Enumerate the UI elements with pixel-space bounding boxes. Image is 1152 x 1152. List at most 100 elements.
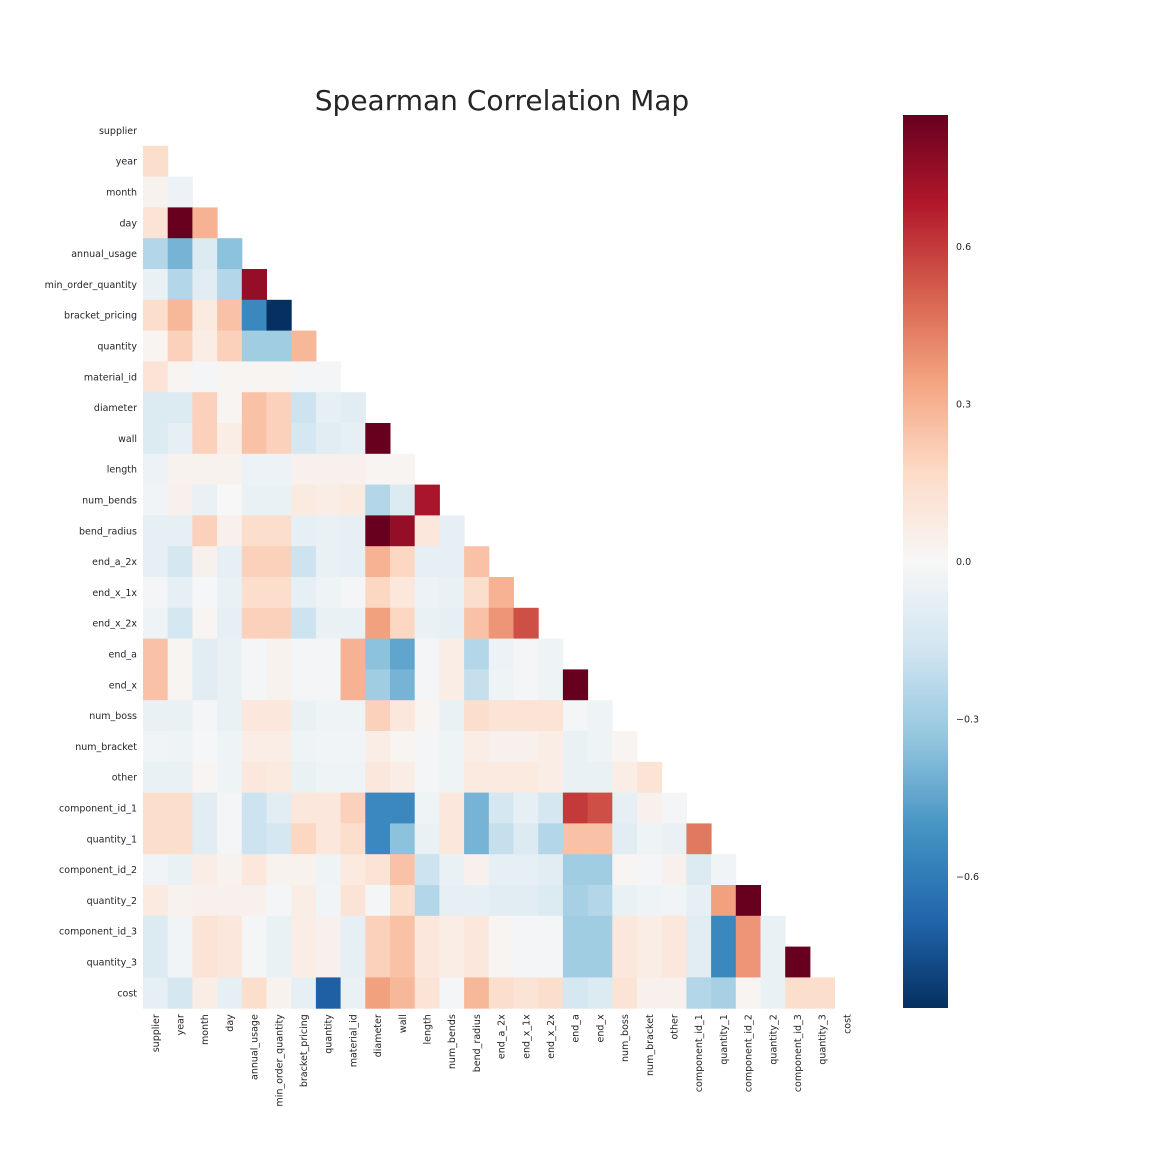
heatmap-cell xyxy=(488,607,514,640)
heatmap-cell xyxy=(809,977,836,1009)
heatmap-cell xyxy=(711,854,737,886)
heatmap-cell xyxy=(143,638,169,670)
y-tick-label: num_boss xyxy=(89,711,137,722)
x-tick-label: min_order_quantity xyxy=(274,1014,285,1107)
heatmap-cell xyxy=(315,669,342,701)
heatmap-cell xyxy=(439,977,465,1009)
heatmap-cell xyxy=(266,515,292,547)
heatmap-cell xyxy=(266,577,292,609)
heatmap-cell xyxy=(315,638,342,670)
x-tick-label: quantity_1 xyxy=(719,1014,730,1064)
heatmap-cell xyxy=(266,299,292,332)
heatmap-cell xyxy=(217,823,243,855)
heatmap-cell xyxy=(167,885,193,917)
y-tick-label: end_x xyxy=(109,680,138,691)
heatmap-cell xyxy=(760,977,786,1009)
x-tick-label: bracket_pricing xyxy=(299,1014,310,1087)
heatmap-cell xyxy=(414,669,440,701)
heatmap-cell xyxy=(315,977,342,1009)
heatmap-cell xyxy=(315,361,342,393)
heatmap-cell xyxy=(365,915,391,948)
heatmap-cell xyxy=(167,361,193,393)
heatmap-cell xyxy=(266,361,292,393)
heatmap-cell xyxy=(414,638,440,670)
heatmap-cell xyxy=(266,546,292,578)
heatmap-cell xyxy=(143,484,169,516)
heatmap-cell xyxy=(587,946,613,978)
y-tick-label: quantity_2 xyxy=(87,896,137,907)
heatmap-cell xyxy=(538,731,564,763)
heatmap-cell xyxy=(315,854,342,886)
heatmap-cell xyxy=(464,946,490,978)
heatmap-cell xyxy=(414,700,440,732)
heatmap-cell xyxy=(291,731,317,763)
x-tick-label: supplier xyxy=(151,1014,162,1052)
heatmap-cell xyxy=(414,885,440,917)
heatmap-cell xyxy=(167,977,193,1009)
heatmap-cell xyxy=(562,761,589,794)
heatmap-cell xyxy=(143,207,169,239)
heatmap-cell xyxy=(167,854,193,886)
heatmap-cell xyxy=(217,638,243,670)
heatmap-cell xyxy=(340,607,366,640)
heatmap-cell xyxy=(217,761,243,794)
heatmap-cell xyxy=(488,854,514,886)
y-tick-label: material_id xyxy=(84,372,137,383)
heatmap-cell xyxy=(192,238,218,270)
y-tick-labels: supplier year month day annual_usage min_orde… xyxy=(45,126,138,999)
heatmap-cell xyxy=(365,885,391,917)
heatmap-cell xyxy=(439,823,465,855)
heatmap-cell xyxy=(439,885,465,917)
x-tick-label: quantity xyxy=(324,1014,335,1054)
heatmap-cell xyxy=(340,854,366,886)
heatmap-cell xyxy=(439,731,465,763)
heatmap-cell xyxy=(612,761,638,794)
heatmap-cell xyxy=(217,669,243,701)
heatmap-cell xyxy=(167,238,193,270)
heatmap-cell xyxy=(488,885,514,917)
heatmap-cell xyxy=(785,946,811,978)
heatmap-cell xyxy=(340,761,366,794)
heatmap-cell xyxy=(167,731,193,763)
heatmap-cell xyxy=(266,977,292,1009)
heatmap-cell xyxy=(488,946,514,978)
heatmap-cell xyxy=(143,176,169,208)
heatmap-cell xyxy=(612,977,638,1009)
heatmap-cell xyxy=(587,823,613,855)
heatmap-cell xyxy=(365,546,391,578)
heatmap-cell xyxy=(612,823,638,855)
heatmap-cell xyxy=(266,854,292,886)
heatmap-cell xyxy=(241,669,267,701)
colorbar: 0.6 0.3 0.0 −0.3 −0.6 xyxy=(903,115,979,1008)
heatmap-cell xyxy=(340,515,366,547)
heatmap-cell xyxy=(612,731,638,763)
heatmap-cell xyxy=(686,823,712,855)
x-tick-label: length xyxy=(423,1014,434,1044)
x-tick-label: year xyxy=(176,1014,187,1035)
heatmap-cell xyxy=(735,977,761,1009)
heatmap-cell xyxy=(143,731,169,763)
heatmap-cell xyxy=(167,915,193,948)
heatmap-cell xyxy=(192,823,218,855)
x-tick-label: end_x_1x xyxy=(521,1014,532,1059)
heatmap-cell xyxy=(488,792,514,824)
x-tick-label: wall xyxy=(398,1014,409,1033)
heatmap-cell xyxy=(587,915,613,948)
y-tick-label: component_id_2 xyxy=(59,865,137,876)
heatmap-cell xyxy=(513,731,539,763)
y-tick-label: num_bracket xyxy=(75,742,137,753)
heatmap-cell xyxy=(390,977,416,1009)
heatmap-cell xyxy=(513,823,539,855)
heatmap-cell xyxy=(637,977,663,1009)
heatmap-cell xyxy=(414,854,440,886)
y-tick-label: component_id_1 xyxy=(59,804,137,815)
heatmap-cell xyxy=(167,669,193,701)
heatmap-cell xyxy=(365,577,391,609)
heatmap-cell xyxy=(266,731,292,763)
heatmap-cell xyxy=(365,731,391,763)
colorbar-tick-label: −0.3 xyxy=(956,715,979,726)
heatmap-cell xyxy=(192,946,218,978)
colorbar-tick-label: 0.6 xyxy=(956,242,971,253)
heatmap-cell xyxy=(143,700,169,732)
heatmap-cell xyxy=(192,700,218,732)
